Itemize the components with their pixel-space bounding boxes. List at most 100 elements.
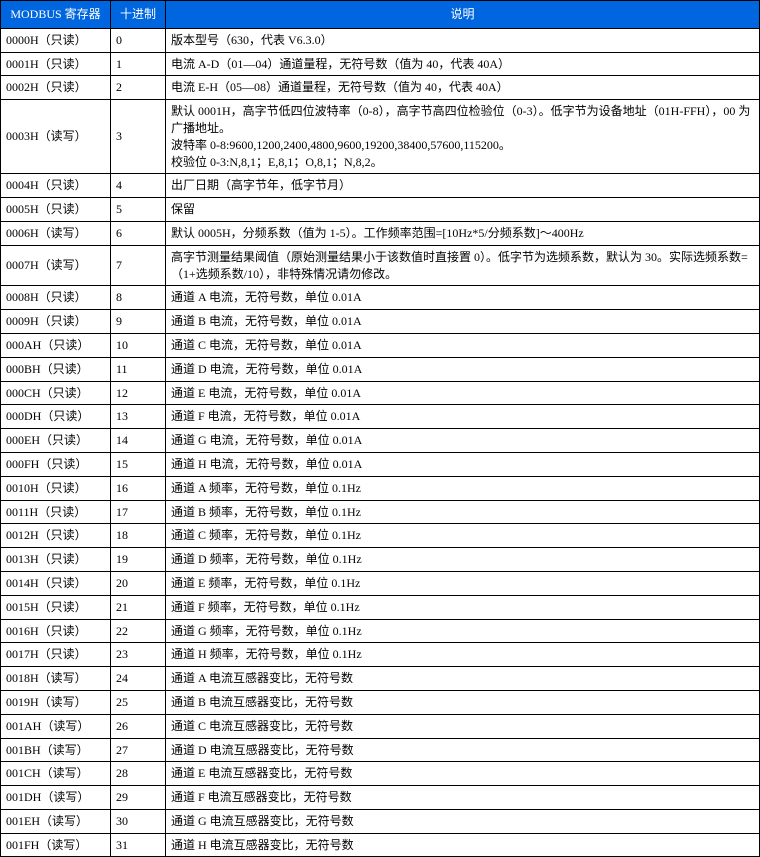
cell-description: 通道 D 电流互感器变比，无符号数	[166, 738, 760, 762]
cell-register: 0000H（只读）	[1, 28, 111, 52]
cell-decimal: 13	[111, 405, 166, 429]
cell-description: 默认 0001H，高字节低四位波特率（0-8），高字节高四位检验位（0-3）。低…	[166, 100, 760, 174]
cell-register: 000BH（只读）	[1, 357, 111, 381]
cell-decimal: 6	[111, 221, 166, 245]
table-row: 0006H（读写）6默认 0005H，分频系数（值为 1-5）。工作频率范围=[…	[1, 221, 760, 245]
cell-description: 通道 H 电流互感器变比，无符号数	[166, 833, 760, 857]
cell-decimal: 20	[111, 571, 166, 595]
cell-register: 000DH（只读）	[1, 405, 111, 429]
cell-register: 0009H（只读）	[1, 310, 111, 334]
table-row: 0004H（只读）4出厂日期（高字节年，低字节月）	[1, 174, 760, 198]
cell-register: 0005H（只读）	[1, 198, 111, 222]
cell-description: 通道 F 电流，无符号数，单位 0.01A	[166, 405, 760, 429]
cell-decimal: 28	[111, 762, 166, 786]
header-description: 说明	[166, 1, 760, 29]
cell-register: 0012H（只读）	[1, 524, 111, 548]
cell-description: 通道 C 电流，无符号数，单位 0.01A	[166, 333, 760, 357]
cell-register: 000FH（只读）	[1, 452, 111, 476]
cell-decimal: 1	[111, 52, 166, 76]
cell-decimal: 16	[111, 476, 166, 500]
cell-description: 通道 G 频率，无符号数，单位 0.1Hz	[166, 619, 760, 643]
cell-register: 0015H（只读）	[1, 595, 111, 619]
cell-register: 0016H（只读）	[1, 619, 111, 643]
table-row: 0016H（只读）22通道 G 频率，无符号数，单位 0.1Hz	[1, 619, 760, 643]
cell-register: 001FH（读写）	[1, 833, 111, 857]
cell-description: 通道 F 频率，无符号数，单位 0.1Hz	[166, 595, 760, 619]
table-row: 001CH（读写）28通道 E 电流互感器变比，无符号数	[1, 762, 760, 786]
table-row: 0017H（只读）23通道 H 频率，无符号数，单位 0.1Hz	[1, 643, 760, 667]
cell-description: 出厂日期（高字节年，低字节月）	[166, 174, 760, 198]
cell-decimal: 11	[111, 357, 166, 381]
table-row: 001AH（读写）26通道 C 电流互感器变比，无符号数	[1, 714, 760, 738]
header-decimal: 十进制	[111, 1, 166, 29]
cell-decimal: 5	[111, 198, 166, 222]
table-row: 0015H（只读）21通道 F 频率，无符号数，单位 0.1Hz	[1, 595, 760, 619]
cell-description: 通道 E 频率，无符号数，单位 0.1Hz	[166, 571, 760, 595]
cell-register: 001BH（读写）	[1, 738, 111, 762]
cell-decimal: 7	[111, 245, 166, 286]
cell-decimal: 12	[111, 381, 166, 405]
table-row: 0000H（只读）0版本型号（630，代表 V6.3.0）	[1, 28, 760, 52]
cell-decimal: 21	[111, 595, 166, 619]
cell-description: 通道 D 电流，无符号数，单位 0.01A	[166, 357, 760, 381]
cell-decimal: 9	[111, 310, 166, 334]
cell-decimal: 18	[111, 524, 166, 548]
table-row: 0013H（只读）19通道 D 频率，无符号数，单位 0.1Hz	[1, 548, 760, 572]
cell-register: 001CH（读写）	[1, 762, 111, 786]
table-row: 0002H（只读）2电流 E-H（05—08）通道量程，无符号数（值为 40，代…	[1, 76, 760, 100]
cell-description: 通道 C 电流互感器变比，无符号数	[166, 714, 760, 738]
table-row: 0009H（只读）9通道 B 电流，无符号数，单位 0.01A	[1, 310, 760, 334]
cell-register: 001DH（读写）	[1, 786, 111, 810]
table-row: 001BH（读写）27通道 D 电流互感器变比，无符号数	[1, 738, 760, 762]
cell-register: 0019H（读写）	[1, 690, 111, 714]
cell-decimal: 2	[111, 76, 166, 100]
cell-decimal: 24	[111, 667, 166, 691]
cell-register: 0011H（只读）	[1, 500, 111, 524]
table-row: 0011H（只读）17通道 B 频率，无符号数，单位 0.1Hz	[1, 500, 760, 524]
cell-decimal: 14	[111, 429, 166, 453]
cell-register: 0008H（只读）	[1, 286, 111, 310]
cell-register: 000AH（只读）	[1, 333, 111, 357]
cell-register: 0003H（读写）	[1, 100, 111, 174]
cell-decimal: 19	[111, 548, 166, 572]
table-row: 001FH（读写）31通道 H 电流互感器变比，无符号数	[1, 833, 760, 857]
cell-register: 0018H（读写）	[1, 667, 111, 691]
cell-description: 通道 C 频率，无符号数，单位 0.1Hz	[166, 524, 760, 548]
cell-description: 通道 A 频率，无符号数，单位 0.1Hz	[166, 476, 760, 500]
table-row: 0019H（读写）25通道 B 电流互感器变比，无符号数	[1, 690, 760, 714]
cell-description: 通道 B 电流互感器变比，无符号数	[166, 690, 760, 714]
table-row: 0003H（读写）3默认 0001H，高字节低四位波特率（0-8），高字节高四位…	[1, 100, 760, 174]
table-body: 0000H（只读）0版本型号（630，代表 V6.3.0）0001H（只读）1电…	[1, 28, 760, 857]
cell-decimal: 27	[111, 738, 166, 762]
modbus-register-table: MODBUS 寄存器 十进制 说明 0000H（只读）0版本型号（630，代表 …	[0, 0, 760, 857]
table-row: 0010H（只读）16通道 A 频率，无符号数，单位 0.1Hz	[1, 476, 760, 500]
cell-description: 通道 G 电流互感器变比，无符号数	[166, 809, 760, 833]
table-row: 000CH（只读）12通道 E 电流，无符号数，单位 0.01A	[1, 381, 760, 405]
cell-description: 默认 0005H，分频系数（值为 1-5）。工作频率范围=[10Hz*5/分频系…	[166, 221, 760, 245]
cell-decimal: 29	[111, 786, 166, 810]
cell-description: 通道 H 频率，无符号数，单位 0.1Hz	[166, 643, 760, 667]
cell-decimal: 17	[111, 500, 166, 524]
table-row: 000DH（只读）13通道 F 电流，无符号数，单位 0.01A	[1, 405, 760, 429]
cell-description: 版本型号（630，代表 V6.3.0）	[166, 28, 760, 52]
cell-description: 保留	[166, 198, 760, 222]
cell-register: 0014H（只读）	[1, 571, 111, 595]
cell-description: 通道 F 电流互感器变比，无符号数	[166, 786, 760, 810]
cell-decimal: 25	[111, 690, 166, 714]
cell-decimal: 22	[111, 619, 166, 643]
cell-description: 通道 B 频率，无符号数，单位 0.1Hz	[166, 500, 760, 524]
cell-description: 通道 B 电流，无符号数，单位 0.01A	[166, 310, 760, 334]
table-row: 0005H（只读）5保留	[1, 198, 760, 222]
cell-register: 000EH（只读）	[1, 429, 111, 453]
cell-description: 电流 E-H（05—08）通道量程，无符号数（值为 40，代表 40A）	[166, 76, 760, 100]
cell-description: 通道 H 电流，无符号数，单位 0.01A	[166, 452, 760, 476]
cell-decimal: 30	[111, 809, 166, 833]
cell-decimal: 10	[111, 333, 166, 357]
header-register: MODBUS 寄存器	[1, 1, 111, 29]
table-row: 0012H（只读）18通道 C 频率，无符号数，单位 0.1Hz	[1, 524, 760, 548]
cell-description: 电流 A-D（01—04）通道量程，无符号数（值为 40，代表 40A）	[166, 52, 760, 76]
table-row: 000AH（只读）10通道 C 电流，无符号数，单位 0.01A	[1, 333, 760, 357]
cell-register: 000CH（只读）	[1, 381, 111, 405]
cell-decimal: 3	[111, 100, 166, 174]
cell-description: 通道 E 电流，无符号数，单位 0.01A	[166, 381, 760, 405]
